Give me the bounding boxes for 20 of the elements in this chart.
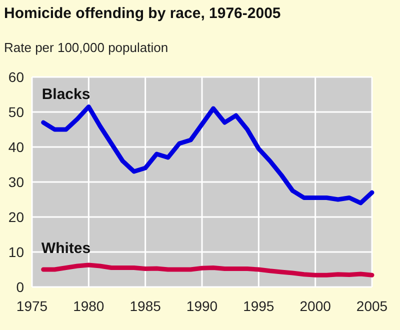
y-axis-title: Rate per 100,000 population	[4, 40, 168, 55]
y-tick-label: 40	[8, 138, 24, 155]
line-series	[41, 104, 374, 206]
y-tick-label: 20	[8, 208, 24, 225]
x-tick-label: 2005	[356, 298, 388, 314]
y-tick-label: 0	[16, 278, 24, 295]
y-tick-label: 50	[8, 104, 24, 120]
x-tick-label: 1980	[73, 298, 104, 314]
series-label: Blacks	[42, 86, 90, 103]
x-tick-label: 1985	[130, 298, 162, 314]
y-tick-label: 10	[8, 244, 24, 260]
x-tick-label: 2000	[300, 298, 332, 314]
chart-title: Homicide offending by race, 1976-2005	[4, 5, 281, 22]
x-tick-label: 1975	[16, 298, 48, 314]
series-label: Whites	[41, 240, 91, 257]
x-tick-label: 1995	[243, 298, 274, 314]
line-series	[41, 262, 374, 278]
y-tick-label: 30	[8, 174, 24, 190]
x-tick-label: 1990	[186, 298, 218, 314]
y-tick-label: 60	[8, 68, 24, 85]
